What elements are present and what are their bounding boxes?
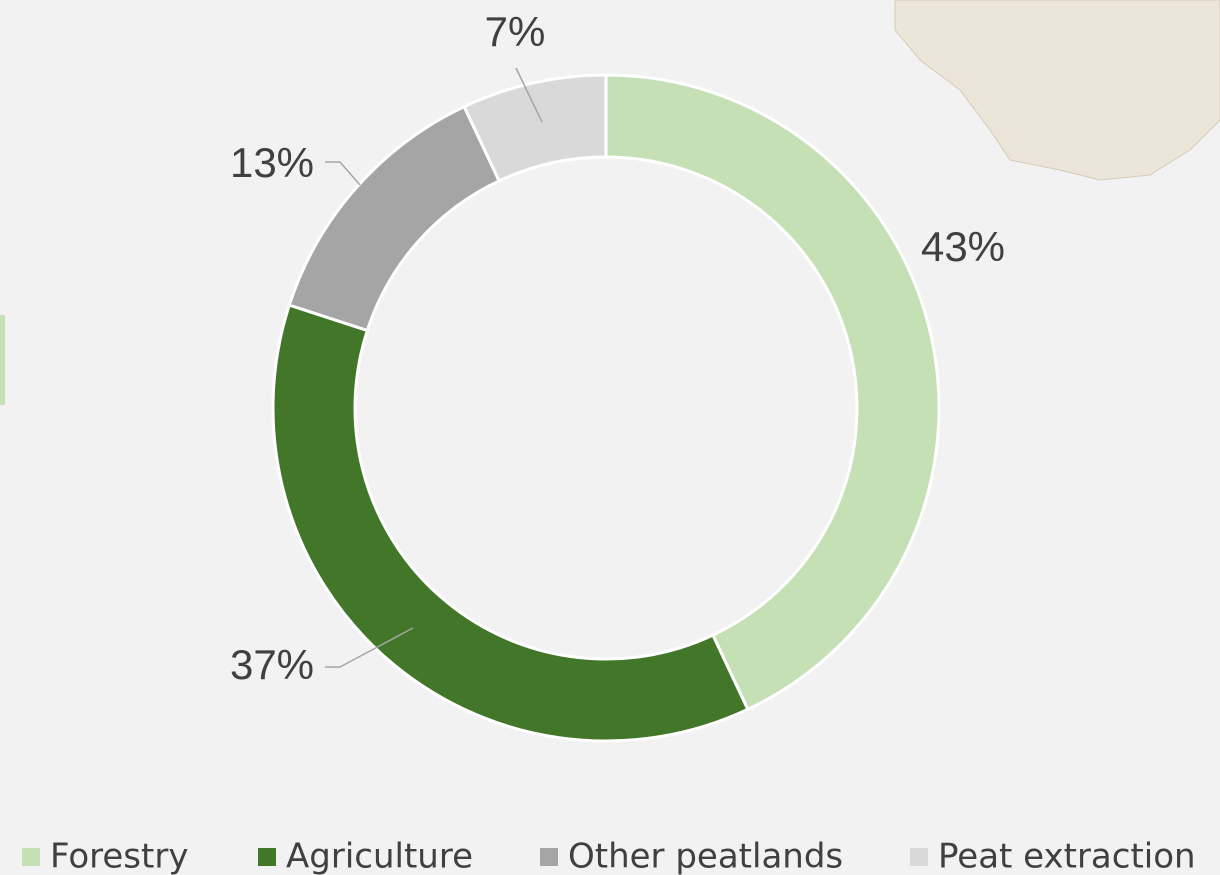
legend-swatch bbox=[540, 848, 558, 866]
legend-label: Forestry bbox=[50, 837, 188, 875]
data-label: 43% bbox=[921, 223, 1005, 270]
legend-label: Agriculture bbox=[286, 837, 473, 875]
data-label: 7% bbox=[485, 8, 546, 55]
chart: 43% 37% 13% 7% Forestry Agriculture Other pea… bbox=[0, 0, 1220, 875]
legend-swatch bbox=[258, 848, 276, 866]
legend-swatch bbox=[22, 848, 40, 866]
data-label: 37% bbox=[230, 641, 314, 688]
data-label: 13% bbox=[230, 139, 314, 186]
decoration bbox=[0, 315, 5, 405]
legend-label: Peat extraction bbox=[938, 837, 1196, 875]
legend-label: Other peatlands bbox=[568, 837, 843, 875]
legend-swatch bbox=[910, 848, 928, 866]
